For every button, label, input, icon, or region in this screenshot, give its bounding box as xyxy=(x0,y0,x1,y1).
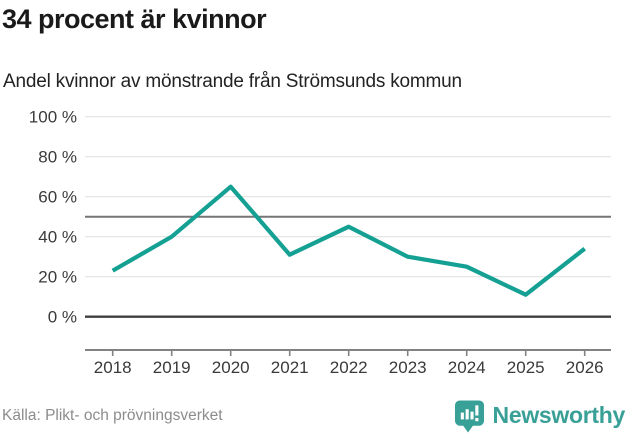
y-axis-label: 20 % xyxy=(38,268,77,287)
line-chart-svg: 0 % 20 % 40 % 60 % 80 % 100 % 2018 2019 2020 2021… xyxy=(29,108,611,377)
y-axis-label: 0 % xyxy=(48,308,77,327)
trend-line xyxy=(111,184,586,297)
chart-footer: Källa: Plikt- och prövningsverket Newswo… xyxy=(0,395,631,433)
y-axis-label: 60 % xyxy=(38,188,77,207)
chart-subtitle: Andel kvinnor av mönstrande från Strömsu… xyxy=(3,71,462,93)
newsworthy-logo[interactable]: Newsworthy xyxy=(454,399,625,433)
x-axis-label: 2022 xyxy=(330,358,368,377)
y-axis-label: 100 % xyxy=(29,108,77,127)
chart-title: 34 procent är kvinnor xyxy=(2,4,267,34)
x-axis-label: 2024 xyxy=(448,358,486,377)
x-axis-label: 2018 xyxy=(94,358,132,377)
y-axis-label: 40 % xyxy=(38,228,77,247)
x-axis-label: 2020 xyxy=(212,358,250,377)
x-axis-label: 2025 xyxy=(507,358,545,377)
source-note: Källa: Plikt- och prövningsverket xyxy=(2,406,223,424)
y-axis-label: 80 % xyxy=(38,148,77,167)
x-axis-label: 2023 xyxy=(389,358,427,377)
x-axis-label: 2021 xyxy=(271,358,309,377)
line-chart: 0 % 20 % 40 % 60 % 80 % 100 % 2018 2019 2020 2021… xyxy=(0,100,631,395)
newsworthy-wordmark: Newsworthy xyxy=(492,402,626,429)
x-axis-label: 2019 xyxy=(153,358,191,377)
x-axis-label: 2026 xyxy=(566,358,604,377)
newsworthy-icon xyxy=(454,400,484,433)
